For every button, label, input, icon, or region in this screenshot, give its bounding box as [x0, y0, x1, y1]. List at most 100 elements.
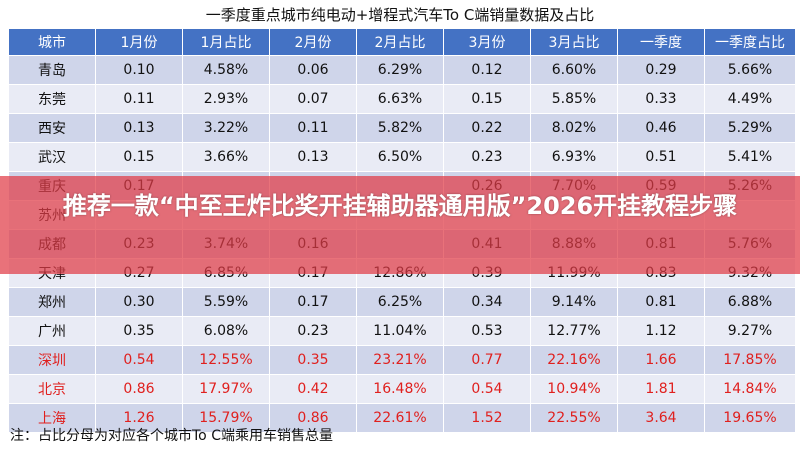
value-cell: 0.15	[443, 84, 531, 114]
column-header: 1月份	[95, 28, 183, 56]
value-cell: 8.02%	[530, 113, 618, 143]
value-cell: 17.97%	[182, 374, 270, 404]
value-cell: 3.66%	[182, 142, 270, 172]
value-cell: 6.60%	[530, 55, 618, 85]
value-cell: 0.10	[95, 55, 183, 85]
value-cell: 0.07	[269, 84, 357, 114]
column-header: 1月占比	[182, 28, 270, 56]
table-row: 西安 0.13 3.22% 0.11 5.82% 0.22 8.02% 0.46 5.29%	[8, 113, 796, 143]
value-cell: 5.59%	[182, 287, 270, 317]
value-cell: 5.85%	[530, 84, 618, 114]
value-cell: 6.63%	[356, 84, 444, 114]
column-header: 城市	[8, 28, 96, 56]
value-cell: 17.85%	[704, 345, 796, 375]
column-header: 一季度占比	[704, 28, 796, 56]
column-header: 3月份	[443, 28, 531, 56]
city-cell: 郑州	[8, 287, 96, 317]
value-cell: 0.13	[95, 113, 183, 143]
value-cell: 5.66%	[704, 55, 796, 85]
value-cell: 3.64	[617, 403, 705, 433]
value-cell: 0.77	[443, 345, 531, 375]
value-cell: 6.93%	[530, 142, 618, 172]
table-row: 郑州 0.30 5.59% 0.17 6.25% 0.34 9.14% 0.81 6.88%	[8, 287, 796, 317]
city-cell: 东莞	[8, 84, 96, 114]
table-row: 东莞 0.11 2.93% 0.07 6.63% 0.15 5.85% 0.33 4.49%	[8, 84, 796, 114]
footnote: 注：占比分母为对应各个城市To C端乘用车销售总量	[10, 428, 333, 444]
value-cell: 1.26	[95, 403, 183, 433]
value-cell: 0.12	[443, 55, 531, 85]
value-cell: 1.52	[443, 403, 531, 433]
value-cell: 0.15	[95, 142, 183, 172]
value-cell: 19.65%	[704, 403, 796, 433]
value-cell: 12.55%	[182, 345, 270, 375]
value-cell: 5.41%	[704, 142, 796, 172]
value-cell: 0.35	[95, 316, 183, 346]
value-cell: 5.29%	[704, 113, 796, 143]
value-cell: 1.66	[617, 345, 705, 375]
value-cell: 10.94%	[530, 374, 618, 404]
value-cell: 16.48%	[356, 374, 444, 404]
value-cell: 0.35	[269, 345, 357, 375]
value-cell: 0.81	[617, 287, 705, 317]
value-cell: 23.21%	[356, 345, 444, 375]
value-cell: 4.49%	[704, 84, 796, 114]
column-header: 一季度	[617, 28, 705, 56]
value-cell: 9.27%	[704, 316, 796, 346]
value-cell: 0.53	[443, 316, 531, 346]
value-cell: 0.13	[269, 142, 357, 172]
city-cell: 青岛	[8, 55, 96, 85]
table-row: 武汉 0.15 3.66% 0.13 6.50% 0.23 6.93% 0.51 5.41%	[8, 142, 796, 172]
value-cell: 0.23	[443, 142, 531, 172]
value-cell: 14.84%	[704, 374, 796, 404]
city-cell: 广州	[8, 316, 96, 346]
value-cell: 0.86	[95, 374, 183, 404]
city-cell: 西安	[8, 113, 96, 143]
value-cell: 22.61%	[356, 403, 444, 433]
table-title: 一季度重点城市纯电动+增程式汽车To C端销量数据及占比	[205, 6, 595, 24]
value-cell: 2.93%	[182, 84, 270, 114]
value-cell: 6.50%	[356, 142, 444, 172]
value-cell: 4.58%	[182, 55, 270, 85]
city-cell: 深圳	[8, 345, 96, 375]
value-cell: 12.77%	[530, 316, 618, 346]
table-row: 北京 0.86 17.97% 0.42 16.48% 0.54 10.94% 1.81 14.8…	[8, 374, 796, 404]
value-cell: 0.23	[269, 316, 357, 346]
value-cell: 9.14%	[530, 287, 618, 317]
city-cell: 武汉	[8, 142, 96, 172]
value-cell: 0.46	[617, 113, 705, 143]
value-cell: 0.30	[95, 287, 183, 317]
value-cell: 3.22%	[182, 113, 270, 143]
value-cell: 0.11	[269, 113, 357, 143]
value-cell: 0.54	[95, 345, 183, 375]
value-cell: 6.25%	[356, 287, 444, 317]
value-cell: 11.04%	[356, 316, 444, 346]
city-cell: 上海	[8, 403, 96, 433]
promo-overlay-text[interactable]: 推荐一款“中至王炸比奖开挂辅助器通用版”2026开挂教程步骤	[62, 192, 738, 220]
column-header: 2月份	[269, 28, 357, 56]
value-cell: 0.33	[617, 84, 705, 114]
table-header-row: 城市 1月份 1月占比 2月份 2月占比 3月份 3月占比 一季度 一季度占比	[8, 28, 796, 56]
value-cell: 1.81	[617, 374, 705, 404]
value-cell: 22.55%	[530, 403, 618, 433]
column-header: 2月占比	[356, 28, 444, 56]
value-cell: 6.08%	[182, 316, 270, 346]
value-cell: 1.12	[617, 316, 705, 346]
promo-overlay-banner[interactable]	[0, 176, 800, 274]
table-row: 广州 0.35 6.08% 0.23 11.04% 0.53 12.77% 1.12 9.27%	[8, 316, 796, 346]
column-header: 3月占比	[530, 28, 618, 56]
table-row: 上海 1.26 15.79% 0.86 22.61% 1.52 22.55% 3.64 19.6…	[8, 403, 796, 433]
value-cell: 0.22	[443, 113, 531, 143]
value-cell: 0.42	[269, 374, 357, 404]
value-cell: 0.51	[617, 142, 705, 172]
value-cell: 22.16%	[530, 345, 618, 375]
value-cell: 0.11	[95, 84, 183, 114]
value-cell: 0.17	[269, 287, 357, 317]
table-row: 深圳 0.54 12.55% 0.35 23.21% 0.77 22.16% 1.66 17.8…	[8, 345, 796, 375]
value-cell: 0.34	[443, 287, 531, 317]
value-cell: 5.82%	[356, 113, 444, 143]
value-cell: 0.86	[269, 403, 357, 433]
value-cell: 6.29%	[356, 55, 444, 85]
table-row: 青岛 0.10 4.58% 0.06 6.29% 0.12 6.60% 0.29 5.66%	[8, 55, 796, 85]
value-cell: 6.88%	[704, 287, 796, 317]
